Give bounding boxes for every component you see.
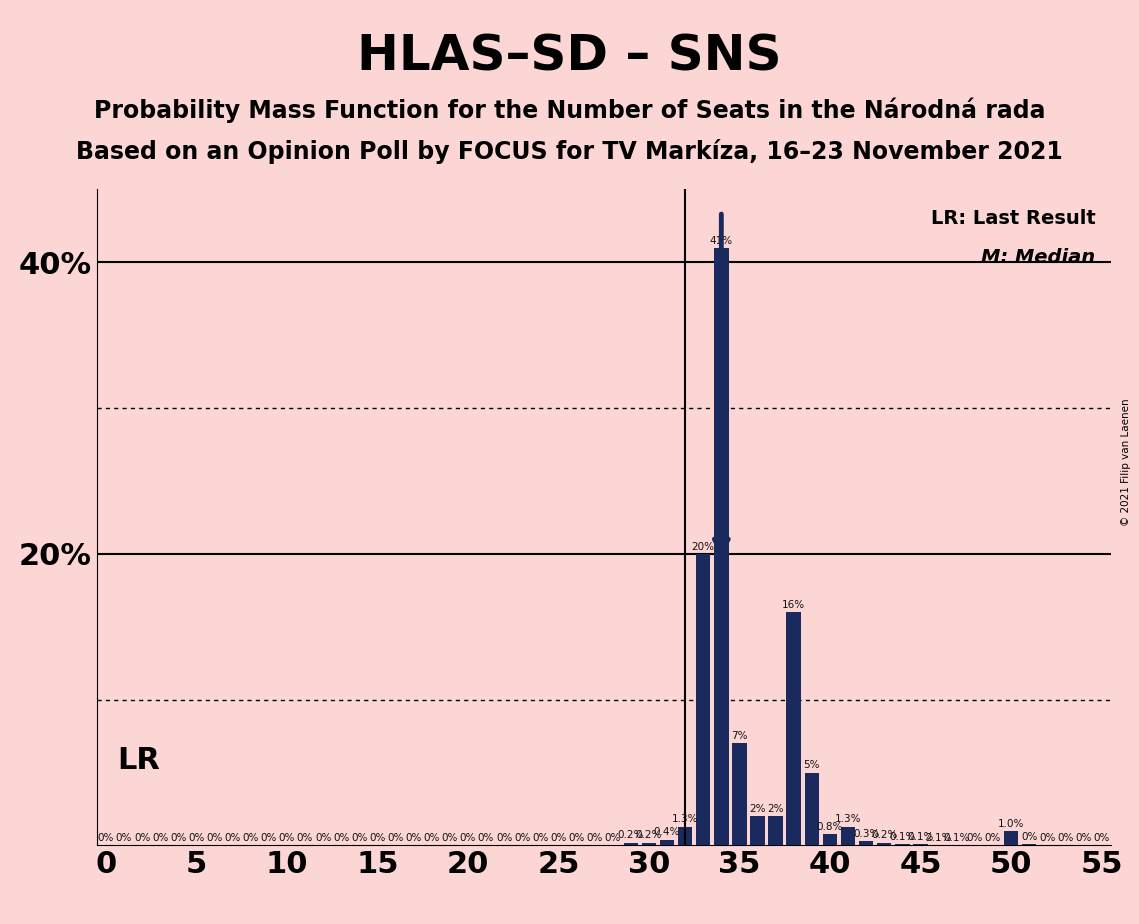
Bar: [804, 772, 819, 845]
Text: 0%: 0%: [188, 833, 205, 844]
Bar: [913, 844, 927, 845]
Bar: [659, 840, 674, 845]
Text: 0%: 0%: [279, 833, 295, 844]
Text: 0%: 0%: [206, 833, 222, 844]
Text: M: Median: M: Median: [981, 249, 1096, 267]
Text: 0%: 0%: [369, 833, 386, 844]
Text: 0%: 0%: [261, 833, 277, 844]
Text: 0%: 0%: [151, 833, 169, 844]
Text: 2.1%: 2.1%: [925, 833, 952, 844]
Text: 7%: 7%: [731, 731, 747, 741]
Text: HLAS–SD – SNS: HLAS–SD – SNS: [358, 32, 781, 80]
Text: 0%: 0%: [532, 833, 549, 844]
Text: Based on an Opinion Poll by FOCUS for TV Markíza, 16–23 November 2021: Based on an Opinion Poll by FOCUS for TV…: [76, 139, 1063, 164]
Text: 0%: 0%: [1039, 833, 1056, 844]
Text: 0%: 0%: [170, 833, 187, 844]
Text: 0%: 0%: [405, 833, 421, 844]
Text: 0%: 0%: [985, 833, 1001, 844]
Text: 0%: 0%: [134, 833, 150, 844]
Bar: [696, 553, 711, 845]
Text: 0.2%: 0.2%: [871, 831, 898, 840]
Text: 0%: 0%: [224, 833, 240, 844]
Text: 0.2%: 0.2%: [617, 831, 644, 840]
Text: 0%: 0%: [1021, 832, 1038, 842]
Text: 0%: 0%: [424, 833, 440, 844]
Text: 0.2%: 0.2%: [636, 831, 662, 840]
Text: 16%: 16%: [782, 600, 805, 610]
Text: 0%: 0%: [243, 833, 259, 844]
Text: 0%: 0%: [1093, 833, 1109, 844]
Bar: [751, 816, 764, 845]
Text: 41%: 41%: [710, 236, 732, 246]
Bar: [787, 613, 801, 845]
Text: 1.3%: 1.3%: [672, 814, 698, 824]
Text: 0%: 0%: [605, 833, 621, 844]
Bar: [859, 841, 874, 845]
Bar: [822, 833, 837, 845]
Text: 0%: 0%: [478, 833, 494, 844]
Text: 0%: 0%: [98, 833, 114, 844]
Text: 0%: 0%: [314, 833, 331, 844]
Bar: [641, 843, 656, 845]
Text: 0.3%: 0.3%: [853, 829, 879, 839]
Bar: [769, 816, 782, 845]
Text: 0.4%: 0.4%: [654, 827, 680, 837]
Text: 2%: 2%: [749, 804, 765, 814]
Bar: [877, 843, 892, 845]
Text: 0%: 0%: [116, 833, 132, 844]
Bar: [714, 248, 729, 845]
Text: 0%: 0%: [1075, 833, 1091, 844]
Text: 0.8%: 0.8%: [817, 821, 843, 832]
Bar: [1022, 844, 1036, 845]
Text: 2%: 2%: [768, 804, 784, 814]
Text: LR: Last Result: LR: Last Result: [931, 209, 1096, 228]
Text: 0%: 0%: [442, 833, 458, 844]
Text: 0%: 0%: [514, 833, 531, 844]
Bar: [895, 844, 910, 845]
Text: 0%: 0%: [297, 833, 313, 844]
Text: 20%: 20%: [691, 541, 715, 552]
Text: 1.0%: 1.0%: [998, 819, 1024, 829]
Bar: [623, 843, 638, 845]
Text: 1.3%: 1.3%: [835, 814, 861, 824]
Text: 0%: 0%: [351, 833, 368, 844]
Text: 0%: 0%: [495, 833, 513, 844]
Text: 0%: 0%: [967, 833, 983, 844]
Text: 0%: 0%: [587, 833, 603, 844]
Text: 0%: 0%: [1057, 833, 1073, 844]
Text: 0%: 0%: [550, 833, 566, 844]
Bar: [732, 744, 747, 845]
Text: 0%: 0%: [387, 833, 403, 844]
Text: 0.1%: 0.1%: [908, 832, 934, 842]
Text: 0%: 0%: [460, 833, 476, 844]
Bar: [1003, 831, 1018, 845]
Text: © 2021 Filip van Laenen: © 2021 Filip van Laenen: [1121, 398, 1131, 526]
Text: LR: LR: [117, 746, 159, 774]
Bar: [678, 826, 693, 845]
Text: 5%: 5%: [804, 760, 820, 771]
Text: 0%: 0%: [568, 833, 584, 844]
Text: 0.1%: 0.1%: [943, 833, 969, 844]
Text: 0%: 0%: [333, 833, 350, 844]
Bar: [841, 826, 855, 845]
Text: 0.1%: 0.1%: [890, 832, 916, 842]
Text: Probability Mass Function for the Number of Seats in the Národná rada: Probability Mass Function for the Number…: [93, 97, 1046, 123]
